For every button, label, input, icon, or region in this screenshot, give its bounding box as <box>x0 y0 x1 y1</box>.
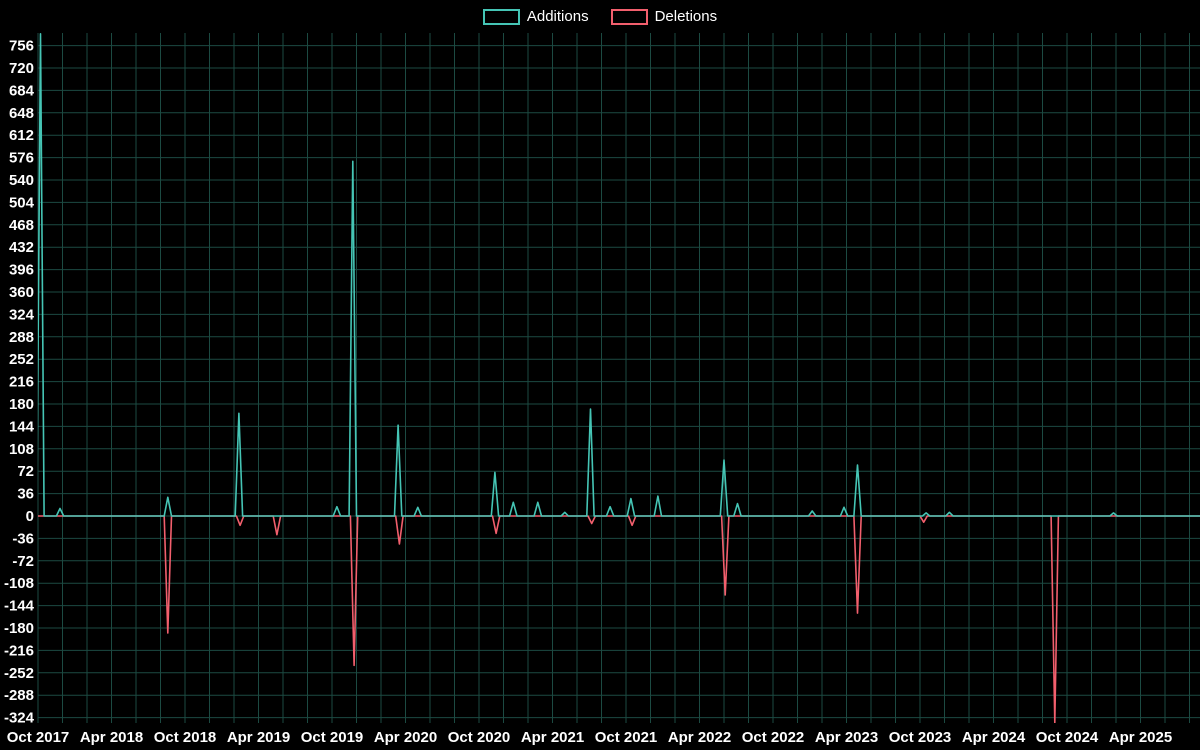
svg-text:144: 144 <box>9 418 35 435</box>
deletions-swatch-icon <box>610 8 648 25</box>
y-axis-labels: 7567206846486125765405044684323963603242… <box>4 38 35 727</box>
svg-text:0: 0 <box>26 508 34 525</box>
svg-text:-288: -288 <box>4 687 34 704</box>
svg-text:360: 360 <box>9 284 34 301</box>
svg-text:540: 540 <box>9 172 34 189</box>
deletions-line <box>38 515 1200 723</box>
svg-text:-324: -324 <box>4 710 35 727</box>
svg-text:612: 612 <box>9 127 34 144</box>
svg-text:Apr 2020: Apr 2020 <box>374 729 437 746</box>
gridlines <box>37 33 1200 723</box>
svg-text:Apr 2024: Apr 2024 <box>962 729 1026 746</box>
legend-item-additions[interactable]: Additions <box>482 8 589 25</box>
svg-text:-144: -144 <box>4 598 35 615</box>
svg-text:Oct 2023: Oct 2023 <box>889 729 952 746</box>
legend: Additions Deletions <box>0 8 1200 25</box>
svg-text:-36: -36 <box>12 530 34 547</box>
svg-text:-108: -108 <box>4 575 34 592</box>
additions-swatch-icon <box>482 8 520 25</box>
svg-text:756: 756 <box>9 38 34 55</box>
svg-text:180: 180 <box>9 396 34 413</box>
svg-text:-180: -180 <box>4 620 34 637</box>
svg-text:Apr 2021: Apr 2021 <box>521 729 584 746</box>
svg-text:Oct 2022: Oct 2022 <box>742 729 805 746</box>
svg-text:Apr 2018: Apr 2018 <box>80 729 143 746</box>
svg-text:Oct 2020: Oct 2020 <box>448 729 511 746</box>
svg-text:72: 72 <box>17 463 34 480</box>
svg-text:Oct 2018: Oct 2018 <box>154 729 217 746</box>
svg-text:216: 216 <box>9 374 34 391</box>
svg-text:36: 36 <box>17 486 34 503</box>
svg-text:468: 468 <box>9 217 34 234</box>
svg-text:-72: -72 <box>12 553 34 570</box>
svg-text:396: 396 <box>9 262 34 279</box>
svg-text:Apr 2025: Apr 2025 <box>1109 729 1172 746</box>
svg-text:504: 504 <box>9 194 35 211</box>
svg-text:Oct 2024: Oct 2024 <box>1036 729 1099 746</box>
legend-item-deletions[interactable]: Deletions <box>610 8 718 25</box>
additions-line <box>38 33 1200 517</box>
svg-text:324: 324 <box>9 306 35 323</box>
svg-text:684: 684 <box>9 82 35 99</box>
svg-text:Apr 2023: Apr 2023 <box>815 729 878 746</box>
svg-text:720: 720 <box>9 60 34 77</box>
svg-text:108: 108 <box>9 441 34 458</box>
svg-text:432: 432 <box>9 239 34 256</box>
svg-text:-252: -252 <box>4 665 34 682</box>
svg-text:Apr 2022: Apr 2022 <box>668 729 731 746</box>
svg-text:648: 648 <box>9 105 34 122</box>
svg-text:Oct 2017: Oct 2017 <box>7 729 70 746</box>
legend-label-additions: Additions <box>526 8 589 25</box>
svg-text:288: 288 <box>9 329 34 346</box>
svg-text:Oct 2021: Oct 2021 <box>595 729 658 746</box>
x-axis-labels: Oct 2017 Apr 2018 Oct 2018 Apr 2019 Oct 2019… <box>7 729 1172 746</box>
svg-text:Apr 2019: Apr 2019 <box>227 729 290 746</box>
svg-text:Oct 2019: Oct 2019 <box>301 729 364 746</box>
svg-text:576: 576 <box>9 150 34 167</box>
legend-label-deletions: Deletions <box>654 8 718 25</box>
svg-text:-216: -216 <box>4 642 34 659</box>
svg-text:252: 252 <box>9 351 34 368</box>
